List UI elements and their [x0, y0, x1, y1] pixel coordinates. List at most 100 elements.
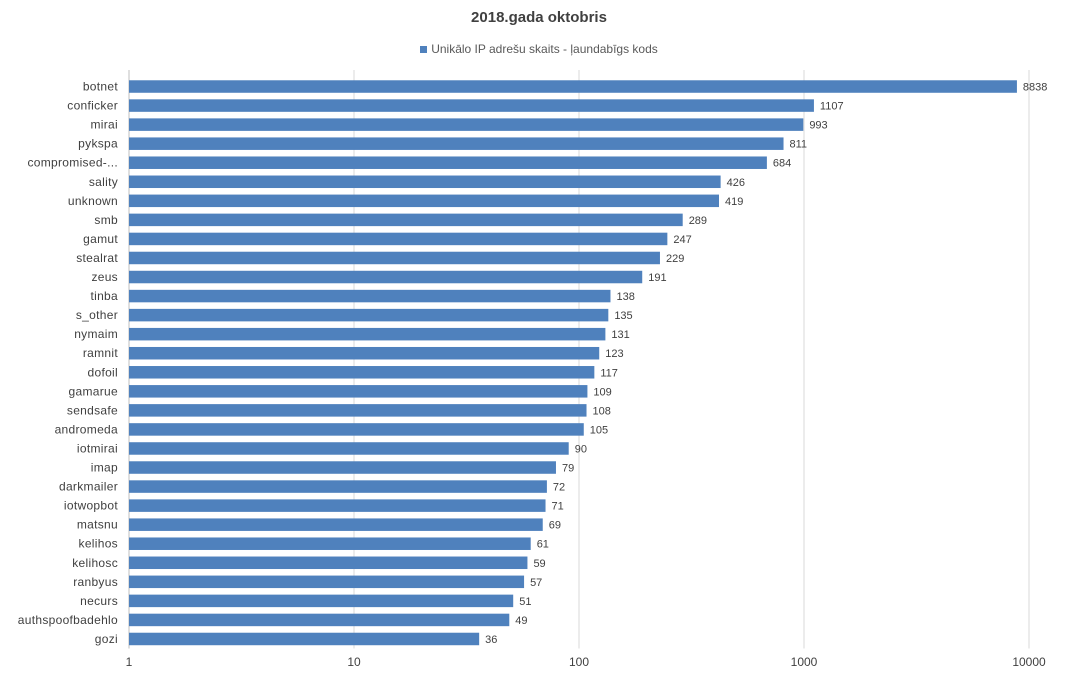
- data-label: 811: [790, 139, 808, 151]
- category-label: conficker: [67, 99, 118, 113]
- bar-necurs: [129, 594, 514, 608]
- data-label: 1107: [820, 101, 844, 113]
- category-label: botnet: [83, 80, 119, 94]
- data-label: 247: [673, 234, 691, 246]
- bar-compromised-: [129, 156, 767, 169]
- category-label: authspoofbadehlo: [18, 613, 118, 627]
- bar-smb: [129, 213, 683, 227]
- data-label: 135: [614, 310, 632, 322]
- bar-iotwopbot: [129, 499, 546, 512]
- x-tick-label-10000: 10000: [1012, 655, 1046, 669]
- bar-nymaim: [129, 327, 606, 341]
- data-label: 49: [515, 615, 527, 627]
- bar-dofoil: [129, 366, 595, 379]
- data-label: 105: [590, 424, 608, 436]
- category-label: gamarue: [69, 384, 118, 398]
- category-label: smb: [94, 213, 118, 227]
- category-label: ramnit: [83, 346, 119, 360]
- data-label: 36: [485, 634, 497, 646]
- bar-pykspa: [129, 137, 784, 150]
- legend: Unikālo IP adrešu skaits - ļaundabīgs ko…: [0, 42, 1078, 56]
- category-label: iotwopbot: [64, 499, 118, 513]
- bar-sendsafe: [129, 404, 587, 417]
- bar-darkmailer: [129, 480, 547, 493]
- category-label: sendsafe: [67, 403, 118, 417]
- data-label: 131: [611, 329, 629, 341]
- data-label: 90: [575, 443, 587, 455]
- category-label: dofoil: [88, 365, 119, 379]
- bar-gamarue: [129, 385, 588, 398]
- bar-zeus: [129, 270, 643, 284]
- data-label: 72: [553, 482, 565, 494]
- data-label: 51: [519, 596, 531, 608]
- category-label: iotmirai: [77, 441, 118, 455]
- data-label: 59: [533, 558, 545, 570]
- category-label: kelihosc: [72, 556, 118, 570]
- bar-sality: [129, 175, 721, 189]
- chart-title: 2018.gada oktobris: [471, 9, 607, 26]
- data-label: 426: [727, 177, 745, 189]
- bar-gamut: [129, 232, 668, 246]
- bar-tinba: [129, 289, 611, 303]
- bar-andromeda: [129, 423, 584, 436]
- bar-gozi: [129, 632, 480, 646]
- x-tick-label-100: 100: [569, 655, 589, 669]
- category-label: gamut: [83, 232, 118, 246]
- legend-swatch: [420, 45, 428, 53]
- data-label: 419: [725, 196, 743, 208]
- data-label: 61: [537, 539, 549, 551]
- bar-ramnit: [129, 346, 600, 360]
- category-label: nymaim: [74, 327, 118, 341]
- x-tick-label-1: 1: [126, 655, 133, 669]
- category-label: unknown: [68, 194, 118, 208]
- bar-conficker: [129, 99, 814, 112]
- category-label: matsnu: [77, 518, 118, 532]
- bar-unknown: [129, 194, 719, 208]
- data-label: 8838: [1023, 82, 1047, 94]
- legend-label: Unikālo IP adrešu skaits - ļaundabīgs ko…: [431, 42, 658, 56]
- data-label: 123: [605, 348, 623, 360]
- bar-kelihosc: [129, 556, 528, 570]
- data-label: 684: [773, 158, 791, 170]
- category-label: sality: [89, 175, 118, 189]
- category-label: s_other: [76, 308, 118, 322]
- category-label: gozi: [95, 632, 118, 646]
- bar-kelihos: [129, 537, 531, 550]
- category-label: andromeda: [55, 422, 118, 436]
- category-label: kelihos: [79, 537, 118, 551]
- bar-matsnu: [129, 518, 543, 531]
- bar-iotmirai: [129, 442, 569, 455]
- data-label: 57: [530, 577, 542, 589]
- x-tick-label-10: 10: [347, 655, 361, 669]
- bar-ranbyus: [129, 575, 525, 589]
- category-label: tinba: [90, 289, 118, 303]
- category-label: compromised-...: [27, 156, 118, 170]
- category-label: ranbyus: [73, 575, 118, 589]
- data-label: 229: [666, 253, 684, 265]
- category-label: darkmailer: [59, 480, 118, 494]
- bar-s-other: [129, 308, 609, 322]
- data-label: 71: [552, 501, 564, 513]
- data-label: 79: [562, 463, 574, 475]
- data-label: 69: [549, 520, 561, 532]
- bar-stealrat: [129, 251, 660, 265]
- data-label: 993: [809, 120, 827, 132]
- bar-imap: [129, 461, 556, 474]
- data-label: 108: [593, 405, 611, 417]
- data-label: 191: [648, 272, 666, 284]
- bar-mirai: [129, 118, 804, 131]
- category-label: mirai: [91, 118, 119, 132]
- category-label: pykspa: [78, 137, 118, 151]
- category-label: necurs: [80, 594, 118, 608]
- data-label: 109: [593, 386, 611, 398]
- category-label: zeus: [91, 270, 118, 284]
- x-tick-label-1000: 1000: [791, 655, 818, 669]
- category-label: imap: [91, 461, 118, 475]
- data-label: 138: [616, 291, 634, 303]
- data-label: 289: [689, 215, 707, 227]
- category-label: stealrat: [76, 251, 118, 265]
- bar-authspoofbadehlo: [129, 613, 510, 627]
- data-label: 117: [600, 367, 618, 379]
- bar-botnet: [129, 80, 1017, 93]
